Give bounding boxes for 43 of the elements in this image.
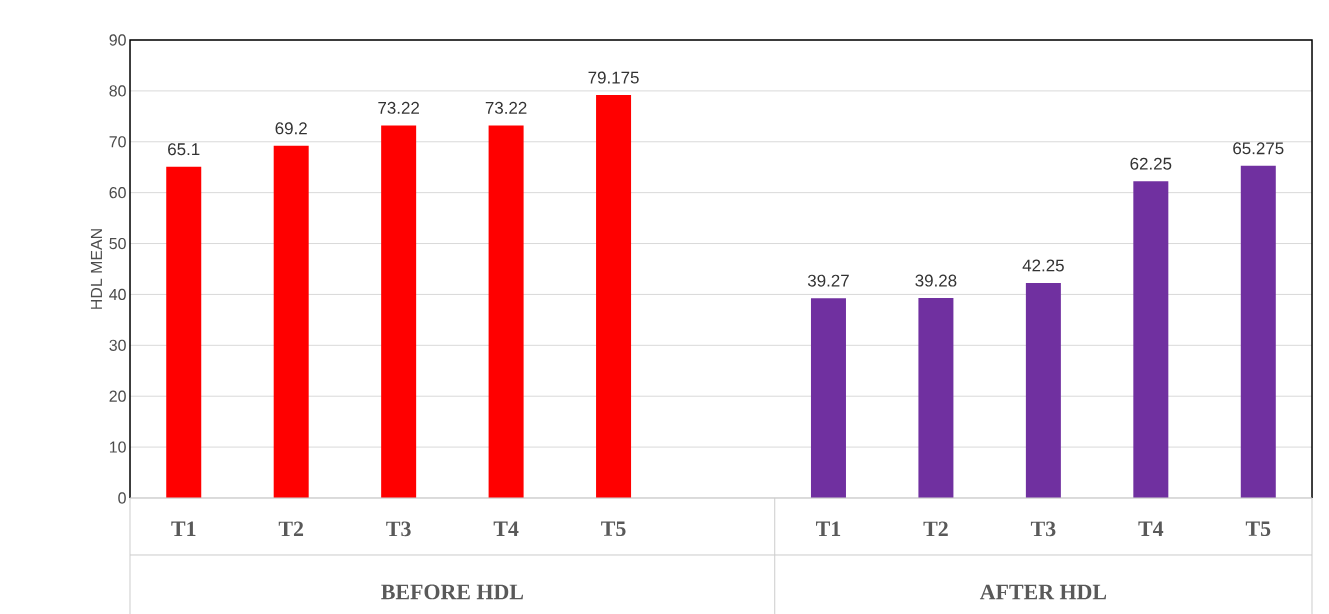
x-tick-label: T3 bbox=[386, 521, 411, 537]
x-tick-label: T4 bbox=[1138, 521, 1164, 536]
x-tick-label: T2 bbox=[278, 521, 304, 537]
bar bbox=[918, 298, 954, 498]
bar bbox=[1133, 181, 1169, 498]
data-label: 69.2 bbox=[275, 122, 307, 135]
bar bbox=[488, 125, 524, 498]
y-tick-label: 60 bbox=[109, 187, 126, 199]
data-label: 39.28 bbox=[915, 274, 957, 287]
bar bbox=[1240, 165, 1276, 498]
y-axis-title: HDL MEAN bbox=[90, 229, 102, 309]
y-tick-label: 20 bbox=[109, 390, 126, 402]
x-tick-label: T5 bbox=[1245, 521, 1271, 537]
x-tick-label: T1 bbox=[816, 521, 841, 536]
y-tick-label: 10 bbox=[109, 441, 126, 453]
data-label: 39.27 bbox=[807, 274, 849, 287]
x-tick-label: T3 bbox=[1030, 521, 1056, 537]
bar bbox=[166, 166, 202, 498]
text: AFTER HDL bbox=[979, 584, 1107, 600]
bar bbox=[810, 298, 846, 498]
x-tick-label: T5 bbox=[601, 521, 626, 537]
y-tick-label: 50 bbox=[109, 237, 126, 250]
x-tick-label: T1 bbox=[171, 521, 196, 536]
x-tick-label: T4 bbox=[493, 521, 519, 536]
data-label: 42.25 bbox=[1022, 259, 1064, 272]
y-tick-label: 90 bbox=[109, 34, 126, 46]
data-label: 73.22 bbox=[378, 101, 419, 114]
y-tick-label: 80 bbox=[109, 85, 126, 97]
data-label: 62.25 bbox=[1130, 157, 1172, 170]
data-label: 73.22 bbox=[485, 101, 527, 114]
y-tick-label: 30 bbox=[109, 339, 126, 351]
text: BEFORE HDL bbox=[381, 584, 524, 600]
bar bbox=[1025, 282, 1061, 498]
bar bbox=[596, 95, 632, 498]
bar bbox=[273, 145, 309, 498]
data-label: 65.1 bbox=[168, 143, 200, 156]
x-tick-label: T2 bbox=[923, 521, 948, 537]
y-tick-label: 0 bbox=[118, 492, 126, 504]
y-tick-label: 40 bbox=[109, 288, 126, 301]
data-label: 79.175 bbox=[588, 71, 639, 84]
data-label: 65.275 bbox=[1233, 142, 1284, 155]
y-tick-label: 70 bbox=[109, 136, 126, 148]
bar bbox=[381, 125, 417, 498]
